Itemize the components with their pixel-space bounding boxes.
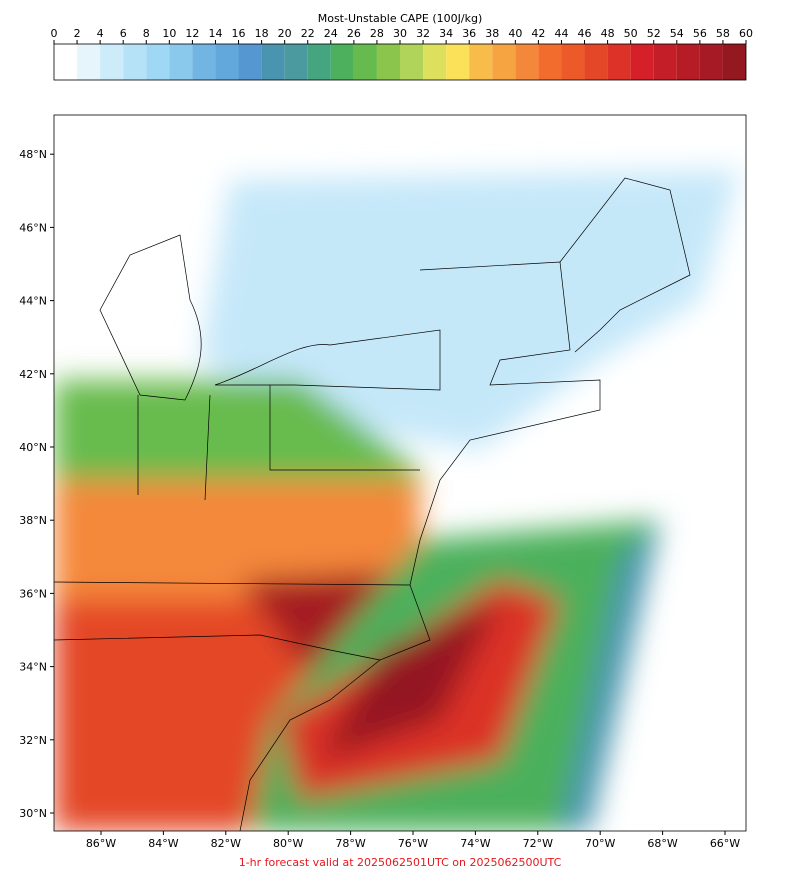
colorbar-tick-label: 16 <box>232 27 246 40</box>
lat-tick-label: 42°N <box>19 368 47 381</box>
lat-tick-label: 30°N <box>19 807 47 820</box>
colorbar-tick-label: 0 <box>51 27 58 40</box>
lat-tick-label: 44°N <box>19 295 47 308</box>
colorbar-tick-label: 44 <box>554 27 568 40</box>
colorbar-tick-label: 6 <box>120 27 127 40</box>
colorbar-bin <box>699 44 723 80</box>
colorbar-bin <box>376 44 400 80</box>
colorbar-bin <box>446 44 470 80</box>
colorbar-tick-label: 36 <box>462 27 476 40</box>
lon-tick-label: 78°W <box>335 837 365 850</box>
colorbar-bin <box>515 44 539 80</box>
colorbar-tick-label: 2 <box>74 27 81 40</box>
colorbar-tick-label: 46 <box>578 27 592 40</box>
colorbar-tick-label: 24 <box>324 27 338 40</box>
lat-tick-label: 40°N <box>19 441 47 454</box>
colorbar-bin <box>284 44 308 80</box>
lon-tick-label: 80°W <box>273 837 303 850</box>
colorbar-tick-label: 26 <box>347 27 361 40</box>
colorbar-tick-label: 50 <box>624 27 638 40</box>
colorbar-bin <box>307 44 331 80</box>
colorbar-bin <box>100 44 124 80</box>
colorbar-bin <box>630 44 654 80</box>
colorbar-tick-label: 4 <box>97 27 104 40</box>
colorbar-bin <box>192 44 216 80</box>
colorbar-tick-label: 10 <box>162 27 176 40</box>
colorbar-tick-label: 12 <box>185 27 199 40</box>
colorbar-bin <box>423 44 447 80</box>
lon-tick-label: 74°W <box>460 837 490 850</box>
lat-tick-label: 36°N <box>19 587 47 600</box>
lat-tick-label: 46°N <box>19 221 47 234</box>
colorbar-bin <box>584 44 608 80</box>
colorbar-bin <box>722 44 746 80</box>
lat-tick-label: 34°N <box>19 661 47 674</box>
colorbar-bin <box>215 44 239 80</box>
colorbar-bin <box>123 44 147 80</box>
colorbar-bin <box>561 44 585 80</box>
forecast-footer: 1-hr forecast valid at 2025062501UTC on … <box>239 856 562 869</box>
colorbar-tick-label: 22 <box>301 27 315 40</box>
colorbar-tick-label: 34 <box>439 27 453 40</box>
colorbar-bin <box>653 44 677 80</box>
colorbar-bin <box>538 44 562 80</box>
colorbar-bin <box>330 44 354 80</box>
cape-field <box>54 170 740 831</box>
colorbar-tick-label: 28 <box>370 27 384 40</box>
colorbar-tick-label: 40 <box>508 27 522 40</box>
colorbar-bin <box>169 44 193 80</box>
colorbar-tick-label: 30 <box>393 27 407 40</box>
colorbar-tick-label: 52 <box>647 27 661 40</box>
colorbar-bin <box>400 44 424 80</box>
colorbar-bin <box>261 44 285 80</box>
colorbar-bin <box>54 44 78 80</box>
colorbar-tick-label: 14 <box>208 27 222 40</box>
colorbar-bin <box>77 44 101 80</box>
colorbar-bin <box>676 44 700 80</box>
lon-tick-label: 70°W <box>585 837 615 850</box>
lon-tick-label: 72°W <box>523 837 553 850</box>
lon-tick-label: 86°W <box>86 837 116 850</box>
colorbar-bin <box>469 44 493 80</box>
colorbar-tick-label: 58 <box>716 27 730 40</box>
lat-tick-label: 38°N <box>19 514 47 527</box>
colorbar-tick-label: 8 <box>143 27 150 40</box>
colorbar-tick-label: 18 <box>255 27 269 40</box>
colorbar-tick-label: 56 <box>693 27 707 40</box>
colorbar-tick-label: 32 <box>416 27 430 40</box>
colorbar-bin <box>353 44 377 80</box>
colorbar-title: Most-Unstable CAPE (100J/kg) <box>318 12 483 25</box>
colorbar-bin <box>607 44 631 80</box>
lon-tick-label: 68°W <box>647 837 677 850</box>
colorbar-bin <box>492 44 516 80</box>
colorbar-bin <box>238 44 262 80</box>
colorbar-tick-label: 42 <box>531 27 545 40</box>
lon-tick-label: 76°W <box>398 837 428 850</box>
colorbar-tick-label: 48 <box>601 27 615 40</box>
lon-tick-label: 82°W <box>211 837 241 850</box>
lon-tick-label: 84°W <box>148 837 178 850</box>
colorbar-tick-label: 20 <box>278 27 292 40</box>
colorbar <box>54 44 746 80</box>
lon-tick-label: 66°W <box>710 837 740 850</box>
lat-tick-label: 48°N <box>19 148 47 161</box>
map-frame <box>53 114 747 832</box>
colorbar-tick-label: 38 <box>485 27 499 40</box>
colorbar-tick-label: 54 <box>670 27 684 40</box>
colorbar-tick-label: 60 <box>739 27 753 40</box>
colorbar-bin <box>146 44 170 80</box>
lat-tick-label: 32°N <box>19 734 47 747</box>
